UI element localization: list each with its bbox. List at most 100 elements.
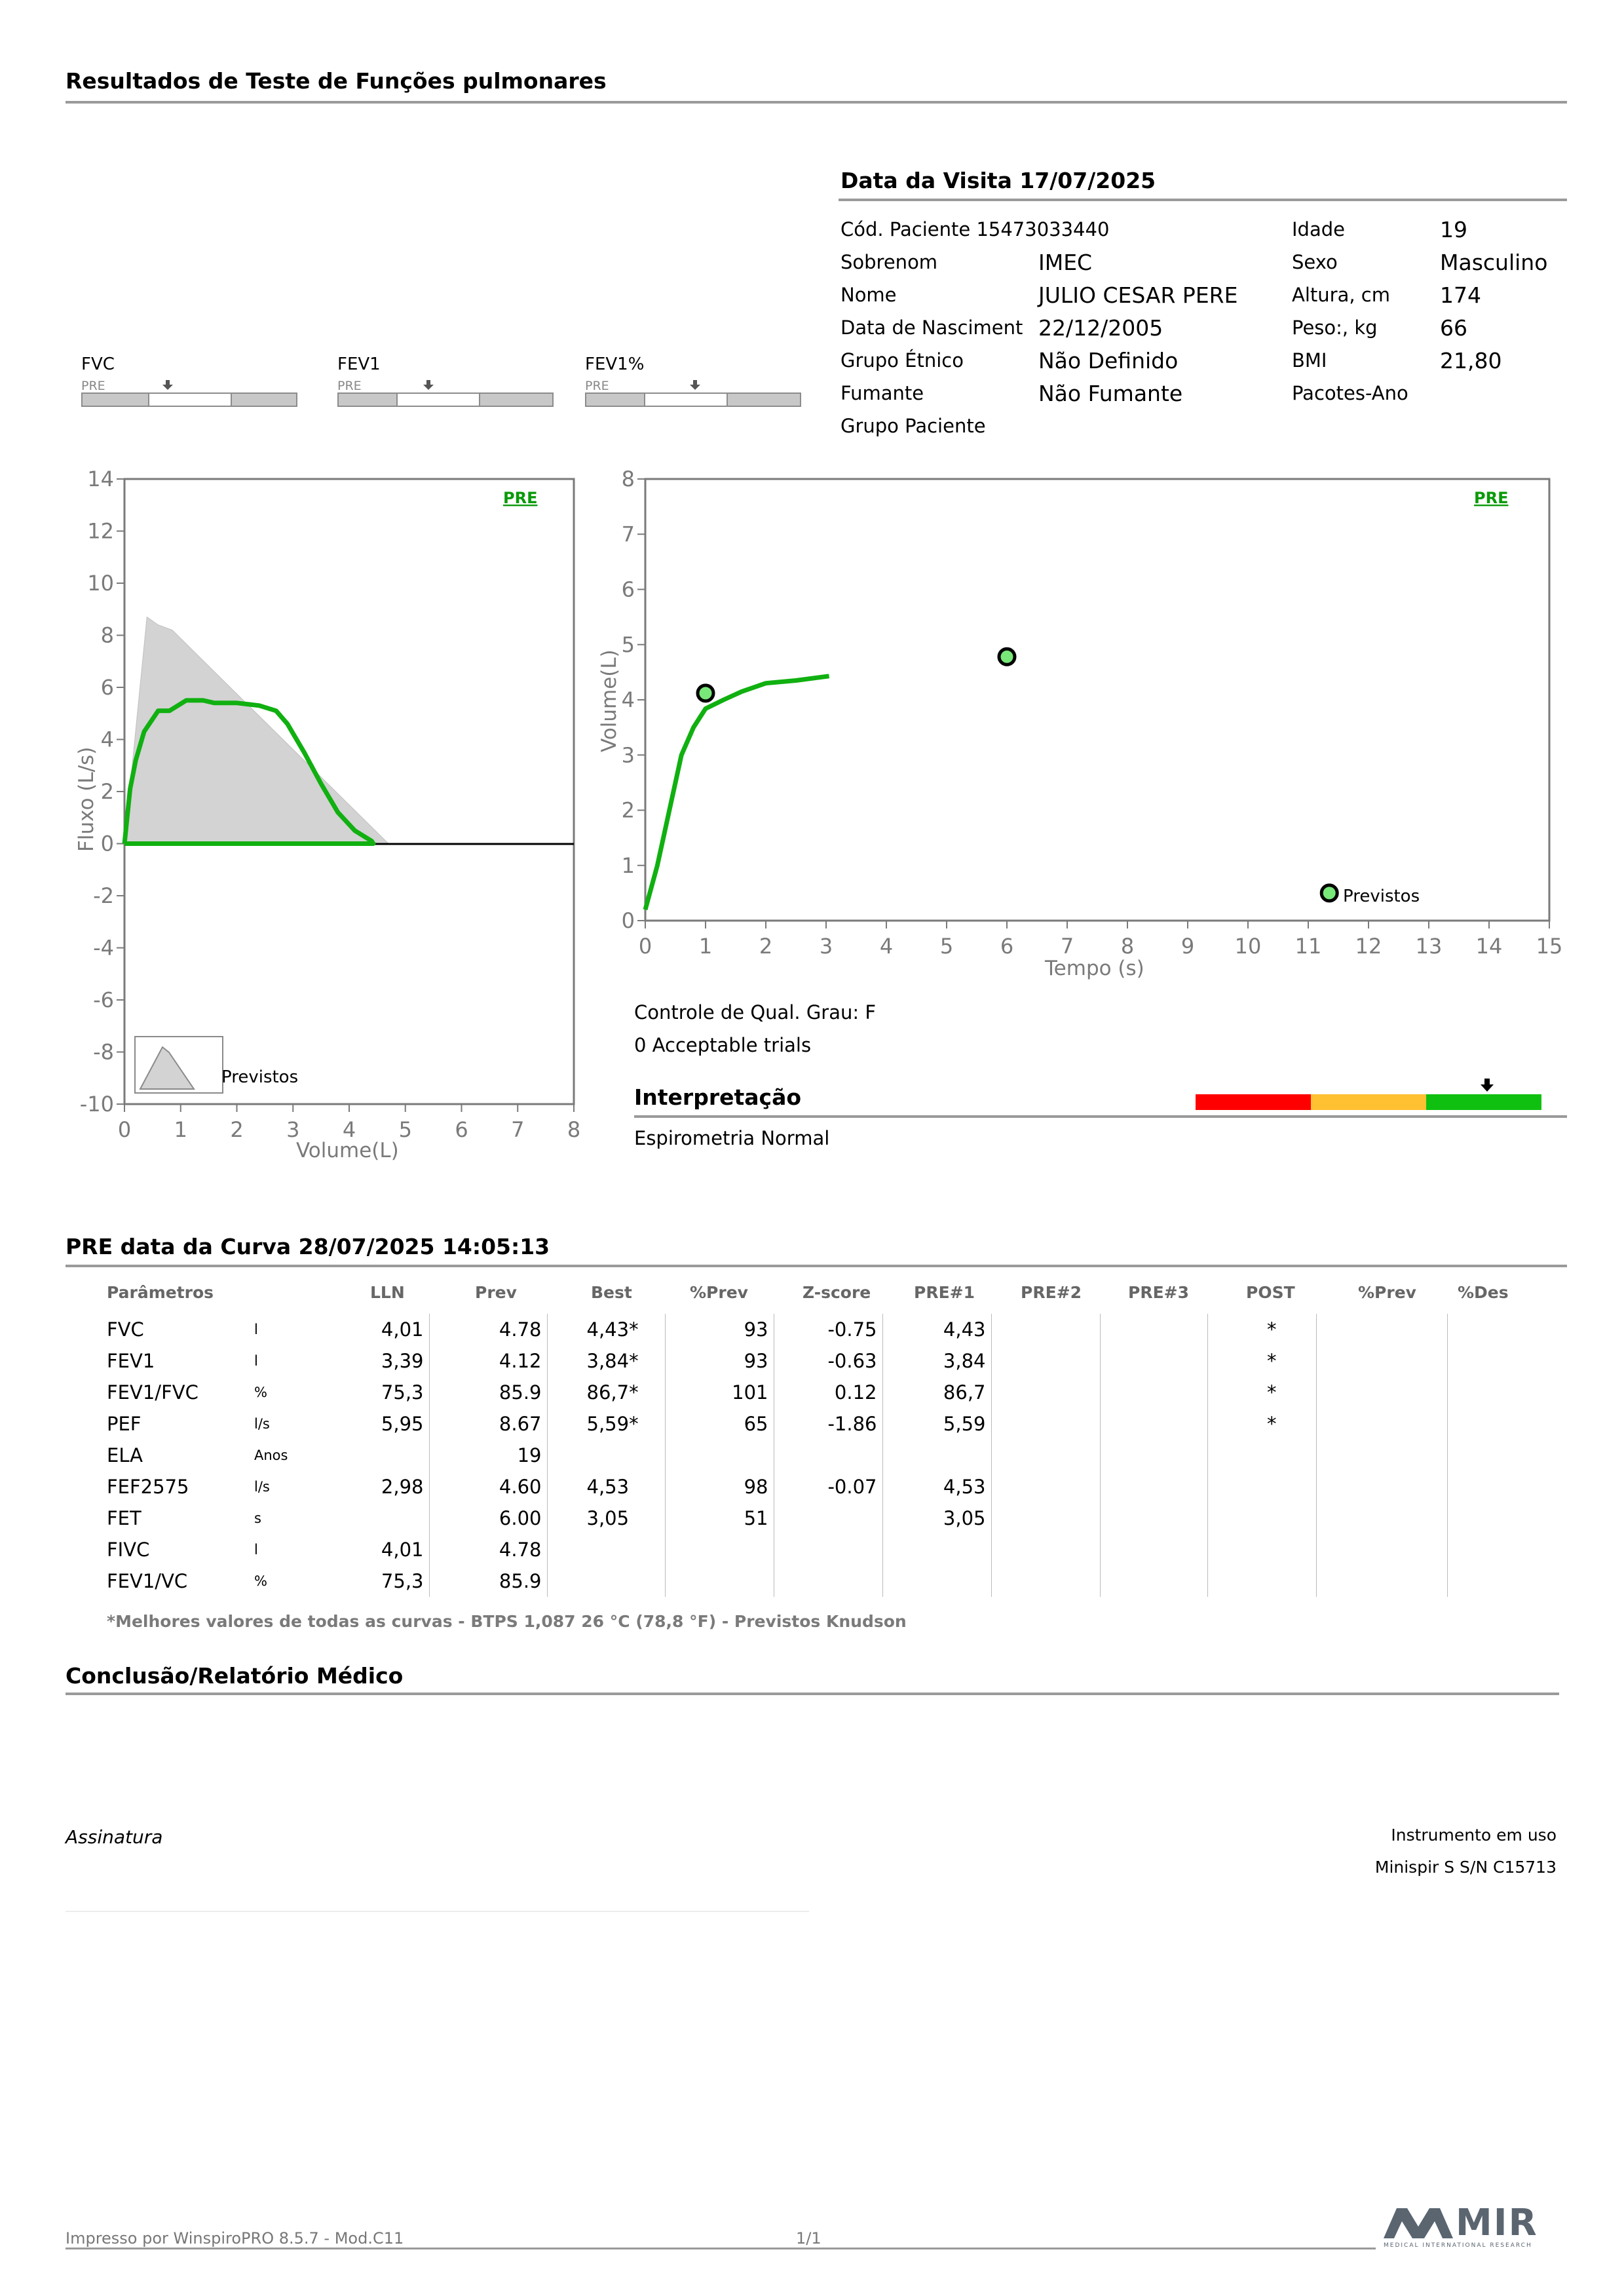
fv-x-tick-label: 4 xyxy=(343,1117,356,1142)
results-cell-pre3 xyxy=(1100,1314,1208,1345)
fv-y-tick-label: 6 xyxy=(101,675,114,700)
results-cell-prev: 4.12 xyxy=(429,1345,548,1377)
interpretation-text: Espirometria Normal xyxy=(634,1127,830,1149)
flow-volume-legend-text: Previstos xyxy=(221,1067,298,1087)
vt-y-tick-label: 4 xyxy=(622,687,635,712)
results-note: *Melhores valores de todas as curvas - B… xyxy=(107,1612,907,1631)
fv-x-tick-label: 2 xyxy=(230,1117,243,1142)
vt-x-tick-label: 4 xyxy=(880,934,893,959)
results-cell-best: 3,05 xyxy=(547,1502,666,1534)
fv-x-tick-label: 5 xyxy=(399,1117,412,1142)
results-cell-post xyxy=(1207,1471,1317,1502)
header-prev: Prev xyxy=(475,1283,517,1302)
vt-x-tick-label: 14 xyxy=(1476,934,1503,959)
results-cell-pre1: 5,59 xyxy=(882,1408,992,1440)
results-cell-pre3 xyxy=(1100,1502,1208,1534)
birth-date-value: 22/12/2005 xyxy=(1038,315,1163,341)
results-cell-unit: % xyxy=(254,1573,267,1589)
conclusion-title: Conclusão/Relatório Médico xyxy=(66,1663,404,1689)
results-cell-best: 4,53 xyxy=(547,1471,666,1502)
flow-volume-legend-icon xyxy=(139,1046,195,1090)
results-cell-lln xyxy=(324,1440,430,1471)
scale-red-segment xyxy=(1196,1094,1311,1110)
results-cell-pprev: 98 xyxy=(665,1471,774,1502)
vt-x-tick-label: 5 xyxy=(940,934,953,959)
gauge-fev1-bar xyxy=(337,392,554,407)
results-cell-prev: 4.78 xyxy=(429,1534,548,1565)
results-cell-pprev2 xyxy=(1316,1471,1448,1502)
results-cell-z: -0.75 xyxy=(774,1314,883,1345)
flow-volume-xlabel: Volume(L) xyxy=(296,1139,399,1162)
results-cell-pre3 xyxy=(1100,1345,1208,1377)
results-cell-des xyxy=(1447,1534,1545,1565)
surname-label: Sobrenom xyxy=(840,251,938,273)
surname-value: IMEC xyxy=(1038,250,1093,275)
results-cell-best xyxy=(547,1565,666,1597)
height-value: 174 xyxy=(1440,282,1481,308)
results-cell-pprev2 xyxy=(1316,1408,1448,1440)
gauge-fev1pct-sub: PRE xyxy=(585,379,609,393)
results-cell-pprev2 xyxy=(1316,1565,1448,1597)
signature-line xyxy=(66,1911,809,1912)
results-cell-pprev: 93 xyxy=(665,1314,774,1345)
table-row: FEF2575 l/s 2,98 4.60 4,53 98 -0.07 4,53 xyxy=(102,1471,1545,1502)
results-cell-pre1: 3,84 xyxy=(882,1345,992,1377)
results-cell-pre1: 3,05 xyxy=(882,1502,992,1534)
results-cell-post: * xyxy=(1207,1345,1317,1377)
results-cell-pprev2 xyxy=(1316,1534,1448,1565)
results-cell-param: FVC xyxy=(107,1318,144,1341)
results-cell-pre2 xyxy=(991,1534,1101,1565)
conclusion-divider xyxy=(66,1693,1559,1695)
results-cell-best xyxy=(547,1534,666,1565)
results-cell-pprev2 xyxy=(1316,1377,1448,1408)
results-cell-best: 5,59* xyxy=(547,1408,666,1440)
ethnic-group-value: Não Definido xyxy=(1038,348,1179,373)
visit-divider xyxy=(839,199,1567,201)
results-cell-unit: % xyxy=(254,1385,267,1400)
results-cell-z xyxy=(774,1565,883,1597)
vt-x-tick-label: 11 xyxy=(1295,934,1322,959)
footer-printed-by: Impresso por WinspiroPRO 8.5.7 - Mod.C11 xyxy=(66,2229,404,2248)
gauge-fev1-sub: PRE xyxy=(337,379,362,393)
results-cell-lln: 5,95 xyxy=(324,1408,430,1440)
results-cell-z: -0.07 xyxy=(774,1471,883,1502)
results-cell-unit: l/s xyxy=(254,1416,270,1432)
results-cell-param: FIVC xyxy=(107,1539,150,1561)
results-cell-param: FEV1/FVC xyxy=(107,1381,198,1404)
header-pre2: PRE#2 xyxy=(1021,1283,1082,1302)
bmi-value: 21,80 xyxy=(1440,348,1502,373)
results-cell-post xyxy=(1207,1440,1317,1471)
fv-x-tick-label: 1 xyxy=(174,1117,187,1142)
results-cell-prev: 85.9 xyxy=(429,1565,548,1597)
vt-x-tick-label: 2 xyxy=(759,934,772,959)
interpretation-title: Interpretação xyxy=(634,1084,802,1110)
flow-volume-pre-badge: PRE xyxy=(503,489,537,507)
vt-y-tick-label: 5 xyxy=(622,632,635,657)
results-cell-des xyxy=(1447,1408,1545,1440)
results-cell-z xyxy=(774,1534,883,1565)
volume-time-xlabel: Tempo (s) xyxy=(1044,957,1144,980)
weight-label: Peso:, kg xyxy=(1292,316,1378,339)
results-cell-pprev2 xyxy=(1316,1314,1448,1345)
smoker-value: Não Fumante xyxy=(1038,381,1183,406)
gauge-fev1-label: FEV1 xyxy=(337,354,381,374)
fv-x-tick-label: 6 xyxy=(455,1117,468,1142)
volume-time-frame xyxy=(644,478,1551,922)
gauge-fvc-sub: PRE xyxy=(81,379,105,393)
results-cell-pprev xyxy=(665,1534,774,1565)
results-cell-pre2 xyxy=(991,1314,1101,1345)
weight-value: 66 xyxy=(1440,315,1467,341)
results-cell-pre1 xyxy=(882,1565,992,1597)
header-pct-prev-post: %Prev xyxy=(1358,1283,1416,1302)
table-row: FET s 6.00 3,05 51 3,05 xyxy=(102,1502,1545,1534)
results-table: FVC l 4,01 4.78 4,43* 93 -0.75 4,43 * FEV1 l 3,39 4.… xyxy=(102,1314,1545,1597)
results-cell-best: 4,43* xyxy=(547,1314,666,1345)
bmi-label: BMI xyxy=(1292,349,1327,372)
results-cell-unit: Anos xyxy=(254,1447,288,1463)
height-label: Altura, cm xyxy=(1292,284,1390,306)
results-cell-pre3 xyxy=(1100,1471,1208,1502)
results-cell-pre2 xyxy=(991,1377,1101,1408)
gauge-fev1pct-bar xyxy=(585,392,801,407)
results-cell-best xyxy=(547,1440,666,1471)
